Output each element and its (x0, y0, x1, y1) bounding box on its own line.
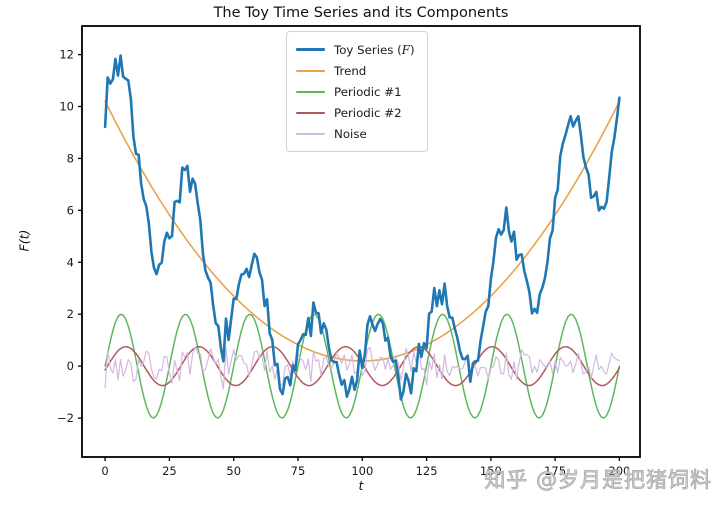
y-tick-label: 6 (67, 203, 74, 217)
legend-entry-toy-series-f: Toy Series (F) (296, 39, 415, 60)
legend-swatch-trend (296, 69, 325, 72)
legend-swatch-periodic-2 (296, 111, 325, 114)
x-tick-label: 50 (226, 464, 241, 478)
x-tick-label: 25 (162, 464, 177, 478)
legend: Toy Series (F) Trend Periodic #1 Periodic #… (286, 31, 428, 152)
plot-area (81, 25, 641, 458)
x-axis-label: t (358, 478, 364, 493)
y-tick-label: 0 (67, 359, 74, 373)
y-tick-label: −2 (57, 411, 74, 425)
y-tick-label: 8 (67, 151, 74, 165)
legend-label: Noise (334, 126, 367, 141)
legend-label: Toy Series (F) (334, 42, 415, 57)
legend-label: Periodic #1 (334, 84, 402, 99)
legend-label: Periodic #2 (334, 105, 402, 120)
legend-entry-periodic-1: Periodic #1 (296, 81, 415, 102)
y-tick-label: 12 (59, 48, 74, 62)
legend-swatch-periodic-1 (296, 90, 325, 93)
x-tick-label: 175 (544, 464, 566, 478)
x-tick-label: 100 (351, 464, 373, 478)
series-lines (103, 54, 621, 419)
series-line-noise (104, 345, 620, 390)
y-axis-ticks: −2 0 2 4 6 8 10 12 (57, 48, 82, 425)
legend-entry-trend: Trend (296, 60, 415, 81)
x-tick-label: 0 (101, 464, 108, 478)
x-tick-label: 200 (608, 464, 630, 478)
y-tick-label: 10 (59, 100, 74, 114)
legend-swatch-noise (296, 132, 325, 135)
legend-entry-noise: Noise (296, 123, 415, 144)
series-line-toy-series-f (103, 54, 621, 401)
legend-swatch-toy-series-f (296, 48, 325, 51)
x-tick-label: 150 (480, 464, 502, 478)
legend-entry-periodic-2: Periodic #2 (296, 102, 415, 123)
x-axis-ticks: 0 25 50 75 100 125 150 175 200 (101, 457, 630, 478)
chart-title: The Toy Time Series and its Components (213, 5, 509, 21)
legend-label: Trend (334, 63, 367, 78)
x-tick-label: 125 (416, 464, 438, 478)
y-tick-label: 2 (67, 307, 74, 321)
y-tick-label: 4 (67, 255, 74, 269)
x-tick-label: 75 (291, 464, 306, 478)
watermark: 知乎 @岁月是把猪饲料 (484, 468, 712, 493)
